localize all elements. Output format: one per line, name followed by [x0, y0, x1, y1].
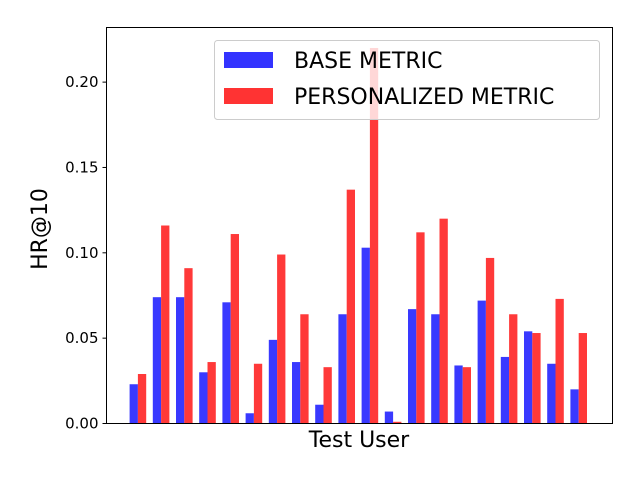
base-metric-bar-5 — [222, 302, 231, 424]
y-tick-label: 0.00 — [65, 415, 98, 433]
base-metric-bar-10 — [338, 314, 347, 424]
personalized-metric-bar-12 — [393, 421, 402, 424]
base-metric-bar-17 — [500, 356, 510, 424]
x-axis-title: Test User — [308, 428, 410, 453]
personalized-metric-bar-2 — [161, 225, 170, 424]
personalized-metric-bar-15 — [462, 367, 471, 424]
base-metric-bar-13 — [408, 309, 417, 424]
personalized-metric-bar-13 — [416, 232, 425, 424]
base-metric-bar-3 — [176, 297, 185, 424]
base-metric-bar-15 — [454, 365, 463, 424]
y-tick-label: 0.15 — [65, 158, 98, 176]
personalized-metric-bar-3 — [184, 268, 193, 424]
personalized-metric-bar-18 — [532, 333, 541, 424]
legend-frame — [214, 40, 600, 120]
base-metric-bar-19 — [547, 363, 556, 424]
legend-label-personalized: PERSONALIZED METRIC — [294, 85, 554, 110]
base-metric-bar-18 — [524, 331, 533, 424]
base-metric-bar-6 — [245, 413, 254, 424]
base-metric-bar-12 — [384, 411, 394, 424]
bars-group — [129, 47, 587, 424]
personalized-metric-bar-6 — [253, 363, 263, 424]
personalized-metric-bar-5 — [230, 234, 239, 424]
personalized-metric-bar-9 — [323, 367, 332, 424]
base-metric-bar-9 — [315, 404, 324, 424]
plot-frame — [106, 27, 613, 424]
base-metric-bar-11 — [361, 247, 370, 424]
personalized-metric-bar-16 — [485, 257, 495, 424]
personalized-metric-bar-1 — [137, 374, 147, 424]
personalized-metric-bar-4 — [207, 362, 216, 424]
y-axis-title: HR@10 — [28, 188, 53, 270]
base-metric-bar-16 — [477, 300, 486, 424]
y-tick-label: 0.05 — [65, 329, 98, 347]
legend-swatch-personalized — [224, 88, 273, 104]
personalized-metric-bar-20 — [578, 333, 587, 424]
personalized-metric-bar-10 — [346, 189, 355, 424]
base-metric-bar-7 — [268, 339, 278, 424]
base-metric-bar-8 — [292, 362, 301, 424]
base-metric-bar-20 — [570, 389, 579, 424]
personalized-metric-bar-7 — [277, 254, 286, 424]
y-tick-label: 0.20 — [65, 73, 98, 91]
y-axis: 0.00 0.05 0.10 0.15 0.20 — [65, 73, 107, 433]
personalized-metric-bar-17 — [509, 314, 518, 424]
legend: BASE METRIC PERSONALIZED METRIC — [214, 40, 600, 120]
personalized-metric-bar-14 — [439, 218, 448, 424]
base-metric-bar-1 — [129, 384, 138, 424]
base-metric-bar-4 — [199, 372, 208, 424]
legend-label-base: BASE METRIC — [294, 49, 442, 74]
base-metric-bar-2 — [152, 297, 162, 424]
personalized-metric-bar-8 — [300, 314, 309, 424]
y-tick-label: 0.10 — [65, 244, 98, 262]
base-metric-bar-14 — [431, 314, 440, 424]
personalized-metric-bar-19 — [555, 298, 564, 424]
legend-swatch-base — [224, 52, 273, 68]
personalized-metric-bar-11 — [369, 47, 379, 424]
